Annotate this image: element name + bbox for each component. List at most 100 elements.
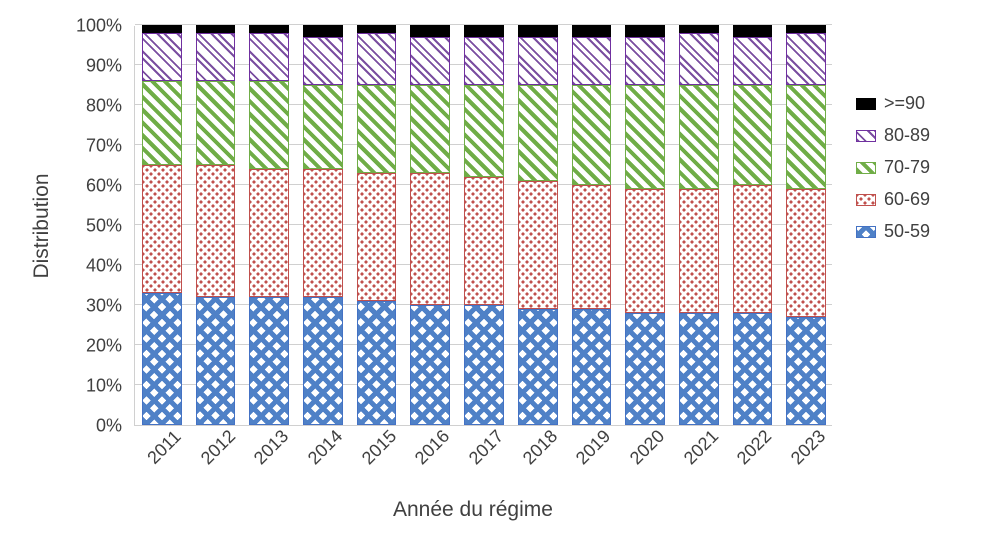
segment-80-89 — [733, 37, 773, 85]
segment-60-69 — [303, 169, 343, 297]
bar — [464, 25, 504, 425]
segment-80-89 — [249, 33, 289, 81]
y-tick-label: 10% — [0, 376, 122, 397]
segment-50-59 — [518, 309, 558, 425]
segment-60-69 — [625, 189, 665, 313]
y-tick-label: 30% — [0, 296, 122, 317]
legend-swatch — [856, 162, 876, 174]
segment-ge90 — [786, 25, 826, 33]
segment-70-79 — [786, 85, 826, 189]
segment-ge90 — [679, 25, 719, 33]
y-tick-label: 50% — [0, 216, 122, 237]
bar — [410, 25, 450, 425]
segment-ge90 — [733, 25, 773, 37]
x-tick-label: 2012 — [196, 426, 239, 469]
segment-50-59 — [572, 309, 612, 425]
stacked-bar-chart: 0% 10% 20% 30% 40% 50% 60% 70% 80% 90% 100% Distri… — [0, 0, 1000, 553]
segment-60-69 — [410, 173, 450, 305]
legend-label: 70-79 — [884, 157, 930, 178]
x-tick-label: 2023 — [787, 426, 830, 469]
segment-70-79 — [249, 81, 289, 169]
segment-70-79 — [303, 85, 343, 169]
x-tick-label: 2022 — [733, 426, 776, 469]
legend-swatch — [856, 226, 876, 238]
bar — [786, 25, 826, 425]
segment-80-89 — [786, 33, 826, 85]
legend-item: 60-69 — [856, 189, 930, 210]
y-tick-label: 90% — [0, 56, 122, 77]
x-axis-label: Année du régime — [393, 498, 553, 522]
x-tick-label: 2021 — [680, 426, 723, 469]
segment-50-59 — [196, 297, 236, 425]
segment-80-89 — [142, 33, 182, 81]
segment-70-79 — [625, 85, 665, 189]
y-tick-label: 60% — [0, 176, 122, 197]
y-tick-label: 80% — [0, 96, 122, 117]
plot-area — [134, 26, 832, 426]
bar — [196, 25, 236, 425]
bar — [303, 25, 343, 425]
segment-60-69 — [249, 169, 289, 297]
legend-swatch — [856, 194, 876, 206]
legend: >=9080-8970-7960-6950-59 — [856, 82, 930, 253]
legend-item: 80-89 — [856, 125, 930, 146]
bar — [679, 25, 719, 425]
x-tick-label: 2011 — [143, 426, 185, 468]
bar — [249, 25, 289, 425]
segment-60-69 — [733, 185, 773, 313]
bar — [733, 25, 773, 425]
legend-swatch — [856, 98, 876, 110]
segment-70-79 — [464, 85, 504, 177]
segment-50-59 — [142, 293, 182, 425]
bar — [357, 25, 397, 425]
segment-80-89 — [518, 37, 558, 85]
segment-ge90 — [142, 25, 182, 33]
bar — [572, 25, 612, 425]
x-tick-label: 2020 — [626, 426, 669, 469]
segment-60-69 — [196, 165, 236, 297]
segment-60-69 — [142, 165, 182, 293]
x-tick-label: 2017 — [465, 426, 508, 469]
x-tick-label: 2019 — [572, 426, 615, 469]
legend-item: 50-59 — [856, 221, 930, 242]
y-tick-label: 100% — [0, 16, 122, 37]
segment-ge90 — [464, 25, 504, 37]
segment-60-69 — [518, 181, 558, 309]
segment-80-89 — [410, 37, 450, 85]
segment-60-69 — [786, 189, 826, 317]
segment-50-59 — [410, 305, 450, 425]
segment-70-79 — [357, 85, 397, 173]
segment-70-79 — [142, 81, 182, 165]
segment-70-79 — [733, 85, 773, 185]
legend-label: 80-89 — [884, 125, 930, 146]
segment-80-89 — [625, 37, 665, 85]
y-tick-label: 70% — [0, 136, 122, 157]
segment-50-59 — [625, 313, 665, 425]
segment-ge90 — [196, 25, 236, 33]
segment-50-59 — [357, 301, 397, 425]
y-tick-label: 20% — [0, 336, 122, 357]
segment-50-59 — [786, 317, 826, 425]
segment-70-79 — [410, 85, 450, 173]
x-tick-label: 2015 — [357, 426, 400, 469]
x-tick-label: 2013 — [250, 426, 293, 469]
segment-ge90 — [572, 25, 612, 37]
segment-80-89 — [464, 37, 504, 85]
segment-70-79 — [572, 85, 612, 185]
segment-ge90 — [518, 25, 558, 37]
segment-ge90 — [357, 25, 397, 33]
segment-60-69 — [679, 189, 719, 313]
y-tick-label: 0% — [0, 416, 122, 437]
segment-60-69 — [572, 185, 612, 309]
legend-label: 60-69 — [884, 189, 930, 210]
segment-ge90 — [410, 25, 450, 37]
x-tick-label: 2018 — [519, 426, 562, 469]
x-tick-label: 2014 — [304, 426, 347, 469]
y-tick-label: 40% — [0, 256, 122, 277]
segment-80-89 — [303, 37, 343, 85]
segment-50-59 — [249, 297, 289, 425]
bar — [142, 25, 182, 425]
segment-70-79 — [679, 85, 719, 189]
y-axis-label: Distribution — [30, 166, 54, 286]
x-tick-label: 2016 — [411, 426, 454, 469]
